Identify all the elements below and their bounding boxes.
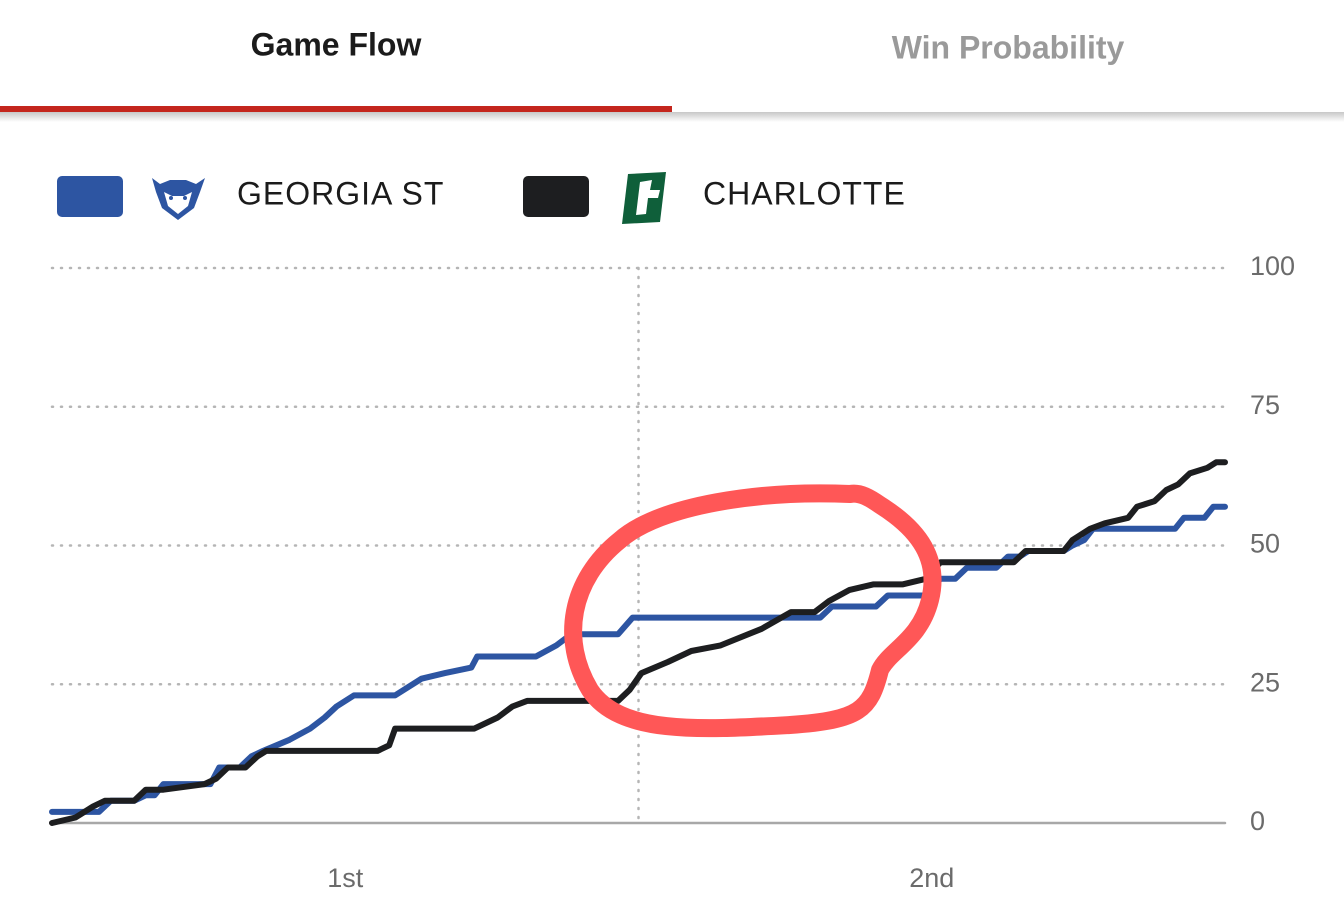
y-tick-label: 75 xyxy=(1250,390,1280,420)
charlotte-logo xyxy=(622,172,666,224)
series-line xyxy=(49,459,1228,826)
y-tick-label: 100 xyxy=(1250,251,1295,281)
y-tick-label: 50 xyxy=(1250,529,1280,559)
georgia-st-logo xyxy=(152,178,205,220)
active-tab-indicator xyxy=(0,106,672,112)
x-period-label: 1st xyxy=(327,863,364,893)
y-tick-label: 0 xyxy=(1250,806,1265,836)
tab-game-flow[interactable]: Game Flow xyxy=(251,26,422,62)
x-period-label: 2nd xyxy=(909,863,954,893)
legend-label: GEORGIA ST xyxy=(237,175,444,211)
legend-swatch xyxy=(57,176,123,217)
legend-label: CHARLOTTE xyxy=(703,175,906,211)
hand-drawn-circle xyxy=(564,484,942,738)
tab-win-probability[interactable]: Win Probability xyxy=(892,29,1125,65)
legend-swatch xyxy=(523,176,589,217)
legend: GEORGIA ST CHARLOTTE xyxy=(57,172,906,224)
y-tick-label: 25 xyxy=(1250,667,1280,697)
tab-shadow xyxy=(0,112,1344,122)
plot-area: 0 25 50 75 100 1st 2nd xyxy=(49,251,1295,893)
